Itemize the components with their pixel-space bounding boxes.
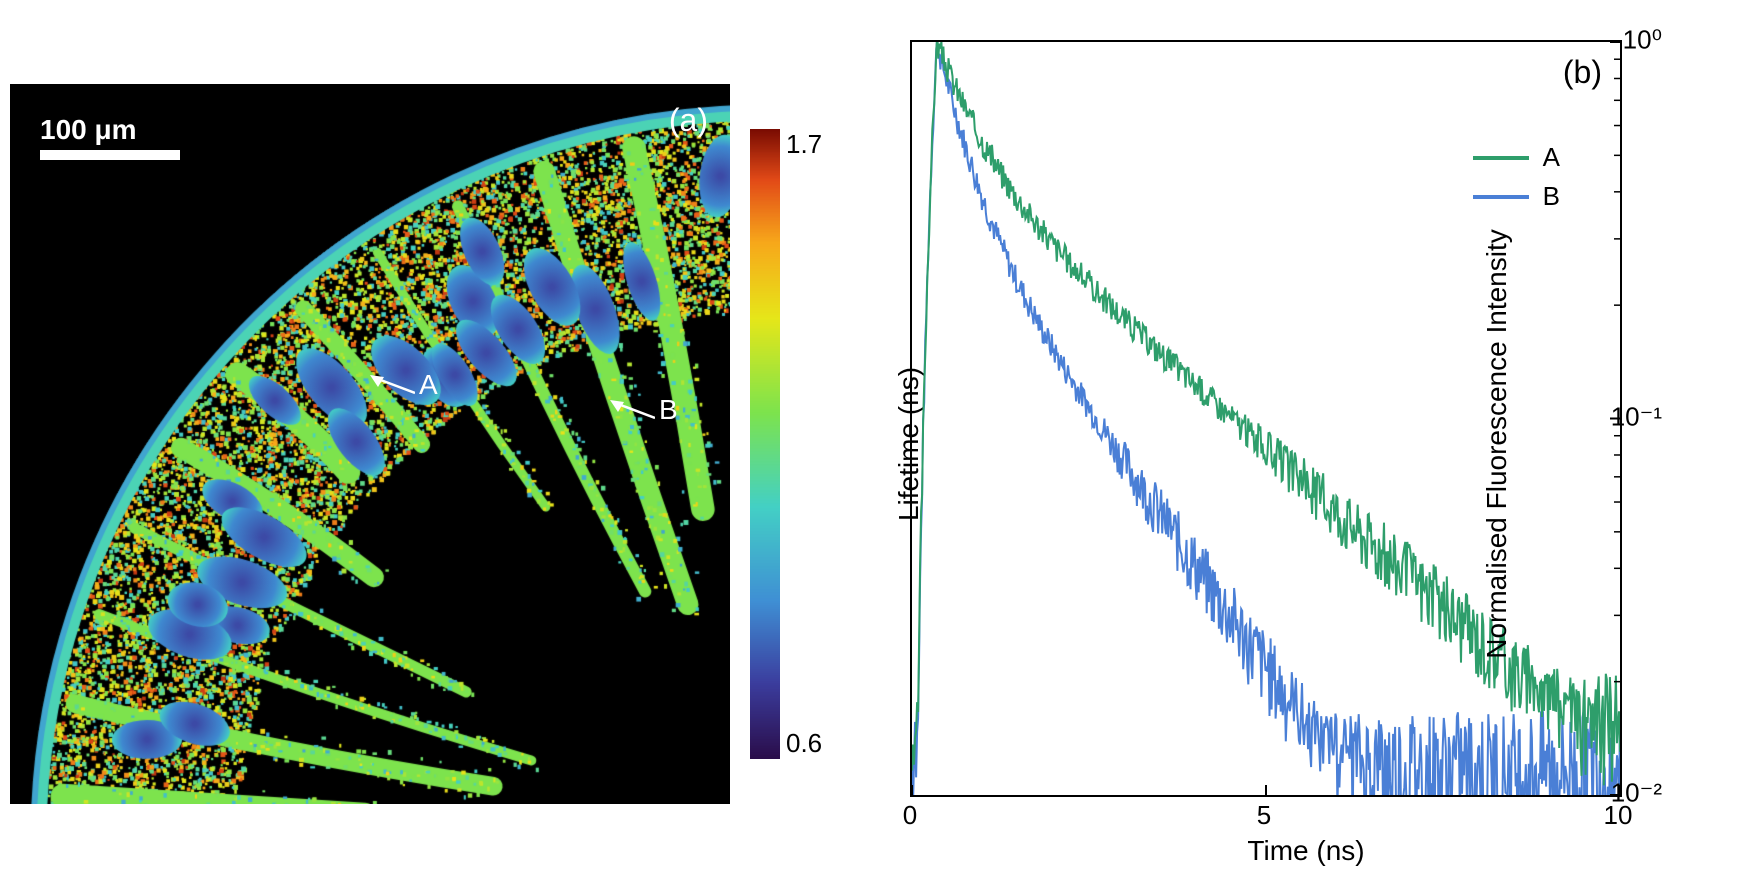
scale-bar-line bbox=[40, 150, 180, 160]
y-tick-label: 10⁻¹ bbox=[1611, 401, 1662, 432]
figure-container: 100 μm (a) A B 1 bbox=[0, 0, 1742, 887]
flim-canvas bbox=[10, 84, 730, 804]
panel-a-label: (a) bbox=[669, 102, 708, 139]
x-axis-label: Time (ns) bbox=[1247, 835, 1364, 867]
legend-swatch-a bbox=[1473, 156, 1529, 160]
chart-box: (b) A B bbox=[910, 40, 1622, 797]
legend-swatch-b bbox=[1473, 195, 1529, 199]
flim-image: 100 μm (a) A B bbox=[10, 84, 730, 804]
x-tick-label: 0 bbox=[903, 800, 917, 831]
arrow-icon bbox=[610, 400, 655, 420]
legend-row-a: A bbox=[1473, 142, 1560, 173]
colorbar-ticks: 1.7 0.6 bbox=[786, 129, 822, 759]
scale-bar: 100 μm bbox=[40, 114, 180, 160]
legend: A B bbox=[1473, 142, 1560, 220]
marker-b: B bbox=[610, 394, 678, 426]
y-tick-label: 10⁰ bbox=[1623, 25, 1662, 56]
marker-b-label: B bbox=[659, 394, 678, 426]
panel-b: (b) A B Normalised Fluorescence Intensit… bbox=[870, 0, 1742, 887]
y-axis-label: Normalised Fluorescence Intensity bbox=[1481, 229, 1513, 659]
colorbar: 1.7 0.6 Lifetime (ns) bbox=[750, 84, 780, 804]
x-tick-label: 10 bbox=[1604, 800, 1633, 831]
colorbar-max: 1.7 bbox=[786, 129, 822, 160]
marker-a: A bbox=[370, 369, 438, 401]
panel-b-label: (b) bbox=[1563, 54, 1602, 91]
x-tick-label: 5 bbox=[1257, 800, 1271, 831]
marker-a-label: A bbox=[419, 369, 438, 401]
scale-bar-text: 100 μm bbox=[40, 114, 137, 145]
panel-a: 100 μm (a) A B 1 bbox=[0, 0, 870, 887]
arrow-icon bbox=[370, 375, 415, 395]
legend-label-a: A bbox=[1543, 142, 1560, 173]
colorbar-canvas bbox=[750, 129, 780, 759]
legend-label-b: B bbox=[1543, 181, 1560, 212]
legend-row-b: B bbox=[1473, 181, 1560, 212]
colorbar-min: 0.6 bbox=[786, 728, 822, 759]
